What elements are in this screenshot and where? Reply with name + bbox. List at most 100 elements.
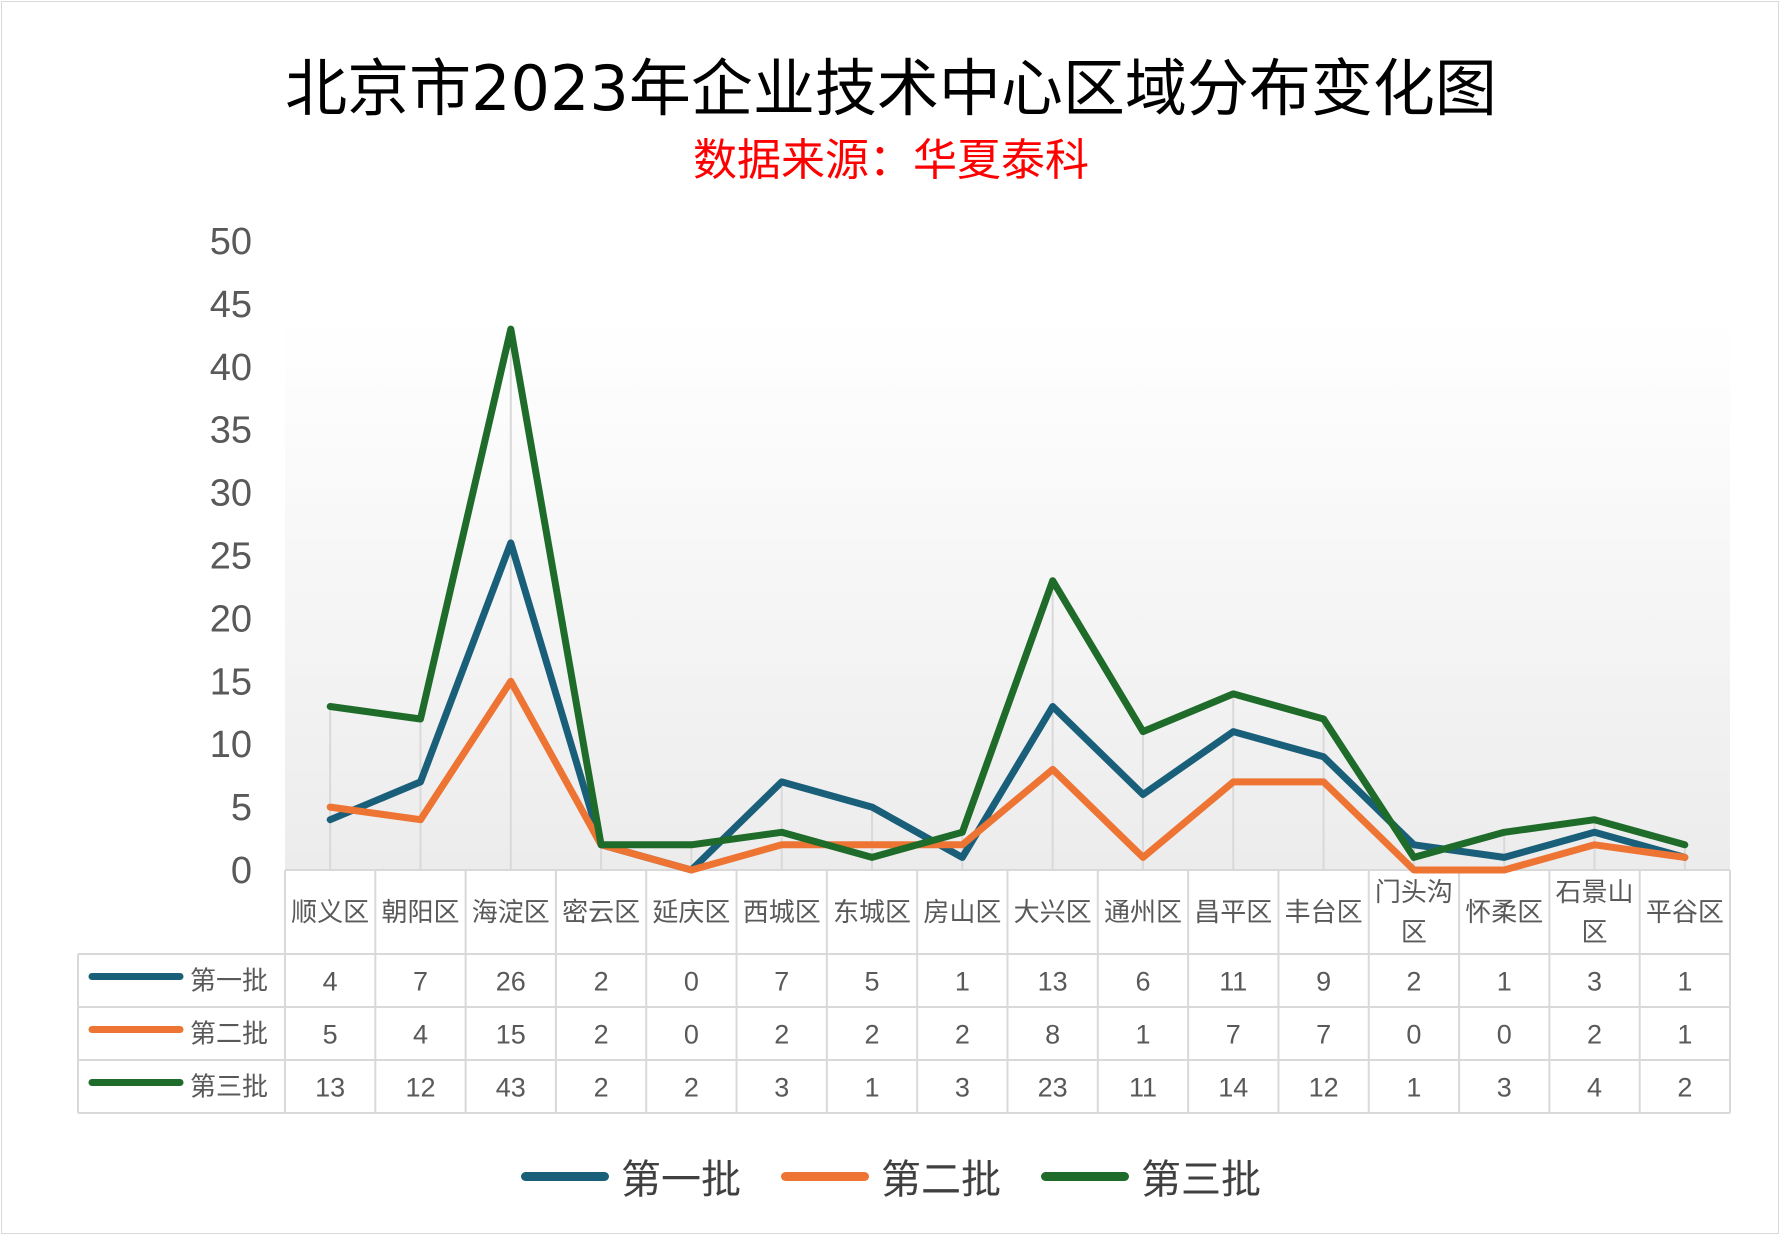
y-tick-label: 35 bbox=[210, 410, 252, 452]
table-cell-value: 1 bbox=[865, 1073, 880, 1103]
table-cell-value: 11 bbox=[1219, 967, 1247, 997]
chart-title: 北京市2023年企业技术中心区域分布变化图 bbox=[285, 52, 1497, 125]
y-tick-label: 0 bbox=[231, 850, 252, 892]
legend-label: 第三批 bbox=[1141, 1157, 1261, 1203]
chart-subtitle: 数据来源：华夏泰科 bbox=[693, 135, 1089, 186]
table-cell-value: 1 bbox=[955, 967, 970, 997]
legend-label: 第二批 bbox=[881, 1157, 1001, 1203]
table-cell-value: 3 bbox=[955, 1073, 970, 1103]
table-cell-value: 0 bbox=[1406, 1020, 1421, 1050]
table-cell-value: 2 bbox=[684, 1073, 699, 1103]
series-line bbox=[326, 677, 1689, 874]
category-label: 延庆区 bbox=[652, 898, 730, 928]
table-cell-value: 2 bbox=[865, 1020, 880, 1050]
category-label: 昌平区 bbox=[1194, 898, 1272, 928]
table-cell-value: 7 bbox=[774, 967, 789, 997]
y-tick-label: 15 bbox=[210, 661, 252, 703]
y-tick-label: 45 bbox=[210, 284, 252, 326]
category-label: 房山区 bbox=[923, 898, 1001, 928]
table-cell-value: 2 bbox=[1677, 1073, 1692, 1103]
table-cell-value: 2 bbox=[1587, 1020, 1602, 1050]
category-label: 怀柔区 bbox=[1465, 898, 1543, 928]
table-cell-value: 6 bbox=[1135, 967, 1150, 997]
table-cell-value: 2 bbox=[1406, 967, 1421, 997]
table-cell-value: 1 bbox=[1135, 1020, 1150, 1050]
table-series-name: 第三批 bbox=[190, 1073, 268, 1103]
table-cell-value: 1 bbox=[1497, 967, 1512, 997]
table-cell-value: 26 bbox=[496, 967, 526, 997]
legend: 第一批 第二批 第三批 bbox=[0, 1146, 1782, 1206]
table-cell-value: 4 bbox=[413, 1020, 428, 1050]
table-cell-value: 2 bbox=[955, 1020, 970, 1050]
y-tick-label: 20 bbox=[210, 598, 252, 640]
y-tick-label: 10 bbox=[210, 724, 252, 766]
category-label: 区 bbox=[1582, 918, 1608, 948]
table-cell-value: 12 bbox=[1309, 1073, 1339, 1103]
table-cell-value: 7 bbox=[1226, 1020, 1241, 1050]
table-cell-value: 7 bbox=[413, 967, 428, 997]
y-tick-label: 40 bbox=[210, 347, 252, 389]
table-cell-value: 1 bbox=[1677, 1020, 1692, 1050]
legend-item: 第一批 bbox=[521, 1147, 741, 1205]
table-cell-value: 23 bbox=[1038, 1073, 1068, 1103]
table-cell-value: 2 bbox=[594, 967, 609, 997]
table-cell-value: 15 bbox=[496, 1020, 526, 1050]
table-cell-value: 0 bbox=[684, 1020, 699, 1050]
legend-swatch bbox=[521, 1171, 609, 1181]
legend-label: 第一批 bbox=[621, 1157, 741, 1203]
table-cell-value: 7 bbox=[1316, 1020, 1331, 1050]
series-lines bbox=[326, 325, 1689, 874]
category-label: 通州区 bbox=[1104, 898, 1182, 928]
table-cell-value: 1 bbox=[1677, 967, 1692, 997]
table-cell-value: 8 bbox=[1045, 1020, 1060, 1050]
table-cell-value: 43 bbox=[496, 1073, 526, 1103]
legend-item: 第三批 bbox=[1041, 1147, 1261, 1205]
table-cell-value: 12 bbox=[405, 1073, 435, 1103]
table-cell-value: 4 bbox=[1587, 1073, 1602, 1103]
category-label: 顺义区 bbox=[291, 898, 369, 928]
y-tick-label: 25 bbox=[210, 536, 252, 578]
table-cell-value: 14 bbox=[1218, 1073, 1248, 1103]
table-cell-value: 0 bbox=[684, 967, 699, 997]
table-series-name: 第二批 bbox=[190, 1020, 268, 1050]
category-label: 密云区 bbox=[562, 898, 640, 928]
y-tick-label: 30 bbox=[210, 473, 252, 515]
series-line bbox=[326, 539, 1689, 874]
category-label: 朝阳区 bbox=[381, 898, 459, 928]
table-cell-value: 0 bbox=[1497, 1020, 1512, 1050]
category-label: 大兴区 bbox=[1014, 898, 1092, 928]
table-cell-value: 13 bbox=[1038, 967, 1068, 997]
category-label: 区 bbox=[1401, 918, 1427, 948]
category-label: 东城区 bbox=[833, 898, 911, 928]
table-cell-value: 3 bbox=[1497, 1073, 1512, 1103]
category-label: 海淀区 bbox=[472, 898, 550, 928]
category-label: 丰台区 bbox=[1285, 898, 1363, 928]
legend-swatch bbox=[1041, 1171, 1129, 1181]
table-cell-value: 4 bbox=[323, 967, 338, 997]
table-cell-value: 2 bbox=[594, 1020, 609, 1050]
table-cell-value: 11 bbox=[1129, 1073, 1157, 1103]
table-cell-value: 5 bbox=[865, 967, 880, 997]
table-series-name: 第一批 bbox=[190, 967, 268, 997]
category-label: 门头沟 bbox=[1375, 878, 1453, 908]
table-cell-value: 3 bbox=[774, 1073, 789, 1103]
table-cell-value: 2 bbox=[594, 1073, 609, 1103]
table-cell-value: 2 bbox=[774, 1020, 789, 1050]
y-tick-label: 50 bbox=[210, 221, 252, 263]
category-label: 石景山 bbox=[1556, 878, 1634, 908]
legend-swatch bbox=[781, 1171, 869, 1181]
table-cell-value: 3 bbox=[1587, 967, 1602, 997]
data-table-grid bbox=[77, 869, 1731, 1114]
table-cell-value: 9 bbox=[1316, 967, 1331, 997]
y-tick-label: 5 bbox=[231, 787, 252, 829]
legend-item: 第二批 bbox=[781, 1147, 1001, 1205]
table-cell-value: 1 bbox=[1406, 1073, 1421, 1103]
table-cell-value: 5 bbox=[323, 1020, 338, 1050]
data-table: 顺义区 朝阳区 海淀区 密云区 延庆区 西城区 东城区 房山区 大兴区 通州区 昌平区 丰台区门头沟区… bbox=[88, 878, 1724, 1103]
y-axis: 0 5 10 15 20 25 30 35 40 45 50 bbox=[210, 221, 252, 892]
category-label: 平谷区 bbox=[1646, 898, 1724, 928]
series-line bbox=[326, 325, 1689, 861]
category-label: 西城区 bbox=[743, 898, 821, 928]
